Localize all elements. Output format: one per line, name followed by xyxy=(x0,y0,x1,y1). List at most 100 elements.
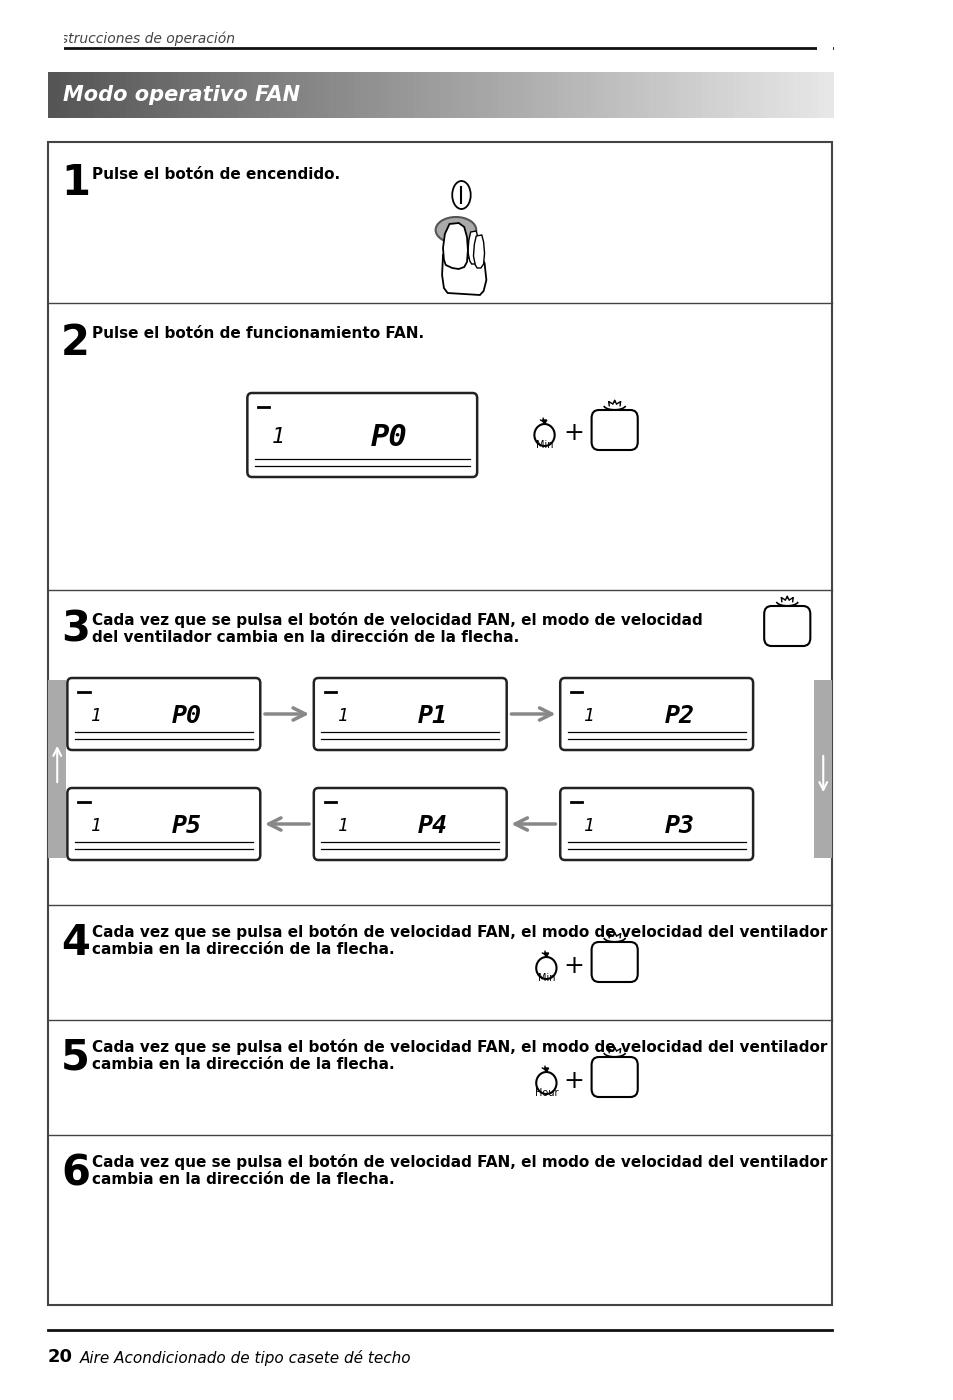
Text: P1: P1 xyxy=(417,704,448,728)
Bar xyxy=(505,71,513,118)
Bar xyxy=(780,71,787,118)
Bar xyxy=(322,71,330,118)
Bar xyxy=(649,71,657,118)
Bar xyxy=(276,71,284,118)
Bar xyxy=(283,71,291,118)
Bar xyxy=(290,71,297,118)
Bar xyxy=(512,71,519,118)
Bar xyxy=(257,71,265,118)
Text: cambia en la dirección de la flecha.: cambia en la dirección de la flecha. xyxy=(92,1057,395,1072)
Bar xyxy=(707,71,716,118)
Bar xyxy=(212,71,219,118)
Bar xyxy=(597,71,604,118)
Bar xyxy=(120,71,128,118)
Bar xyxy=(459,71,467,118)
Bar xyxy=(152,71,160,118)
Bar xyxy=(394,71,402,118)
Bar xyxy=(74,71,82,118)
Text: cambia en la dirección de la flecha.: cambia en la dirección de la flecha. xyxy=(92,1172,395,1187)
Bar xyxy=(132,71,141,118)
Text: Cada vez que se pulsa el botón de velocidad FAN, el modo de velocidad del ventil: Cada vez que se pulsa el botón de veloci… xyxy=(92,1039,827,1056)
Bar xyxy=(427,71,435,118)
Bar xyxy=(479,71,487,118)
Bar xyxy=(349,71,356,118)
Bar xyxy=(747,71,755,118)
Bar xyxy=(48,71,56,118)
Bar xyxy=(113,71,121,118)
Bar xyxy=(629,71,637,118)
Text: Min: Min xyxy=(536,440,553,449)
Text: 2: 2 xyxy=(61,322,90,364)
Bar xyxy=(577,71,585,118)
Bar xyxy=(303,71,311,118)
FancyBboxPatch shape xyxy=(68,678,260,750)
Bar xyxy=(388,71,395,118)
Text: Min: Min xyxy=(537,973,555,983)
FancyBboxPatch shape xyxy=(247,393,476,477)
Text: P3: P3 xyxy=(663,813,694,839)
Bar xyxy=(381,71,389,118)
Bar xyxy=(205,71,213,118)
Bar xyxy=(564,71,572,118)
Bar xyxy=(498,71,506,118)
Bar xyxy=(166,71,173,118)
Text: 1: 1 xyxy=(91,707,102,725)
Bar xyxy=(773,71,781,118)
Ellipse shape xyxy=(436,217,476,244)
Bar xyxy=(270,71,278,118)
Bar xyxy=(753,71,761,118)
Bar xyxy=(610,71,618,118)
Bar xyxy=(68,71,75,118)
Bar xyxy=(375,71,382,118)
Bar xyxy=(812,71,820,118)
Bar xyxy=(420,71,428,118)
Text: +: + xyxy=(563,421,584,445)
Bar xyxy=(760,71,768,118)
Bar xyxy=(244,71,252,118)
Bar xyxy=(87,71,95,118)
Bar xyxy=(159,71,167,118)
Polygon shape xyxy=(442,223,467,269)
Bar xyxy=(727,71,735,118)
Text: 3: 3 xyxy=(61,608,90,650)
Bar xyxy=(47,27,64,71)
Bar xyxy=(813,680,832,858)
Text: 20: 20 xyxy=(48,1348,73,1366)
Bar xyxy=(335,71,343,118)
Bar xyxy=(590,71,598,118)
FancyBboxPatch shape xyxy=(591,410,637,449)
Text: P0: P0 xyxy=(371,423,407,451)
Bar xyxy=(407,71,416,118)
Polygon shape xyxy=(541,420,546,424)
Bar xyxy=(537,71,546,118)
Text: 1: 1 xyxy=(271,427,284,447)
FancyBboxPatch shape xyxy=(591,1057,637,1098)
FancyBboxPatch shape xyxy=(559,678,752,750)
Bar xyxy=(819,71,826,118)
Bar xyxy=(622,71,631,118)
Bar xyxy=(361,71,370,118)
Text: Instrucciones de operación: Instrucciones de operación xyxy=(48,32,234,46)
Bar xyxy=(439,71,448,118)
Text: 1: 1 xyxy=(583,707,594,725)
Bar xyxy=(766,71,774,118)
Bar xyxy=(492,71,500,118)
Bar xyxy=(583,71,592,118)
Text: +: + xyxy=(563,953,584,979)
Text: Modo operativo FAN: Modo operativo FAN xyxy=(63,85,299,105)
Bar xyxy=(531,71,539,118)
Bar xyxy=(315,71,324,118)
Bar xyxy=(525,71,533,118)
Bar xyxy=(400,71,409,118)
Text: +: + xyxy=(563,1070,584,1093)
Bar xyxy=(217,71,226,118)
Bar xyxy=(734,71,741,118)
Text: P2: P2 xyxy=(663,704,694,728)
Text: 1: 1 xyxy=(91,818,102,834)
Bar xyxy=(100,71,108,118)
Bar xyxy=(466,71,474,118)
FancyBboxPatch shape xyxy=(314,678,506,750)
Text: Cada vez que se pulsa el botón de velocidad FAN, el modo de velocidad del ventil: Cada vez que se pulsa el botón de veloci… xyxy=(92,1154,827,1170)
Bar xyxy=(198,71,206,118)
Bar xyxy=(453,71,460,118)
